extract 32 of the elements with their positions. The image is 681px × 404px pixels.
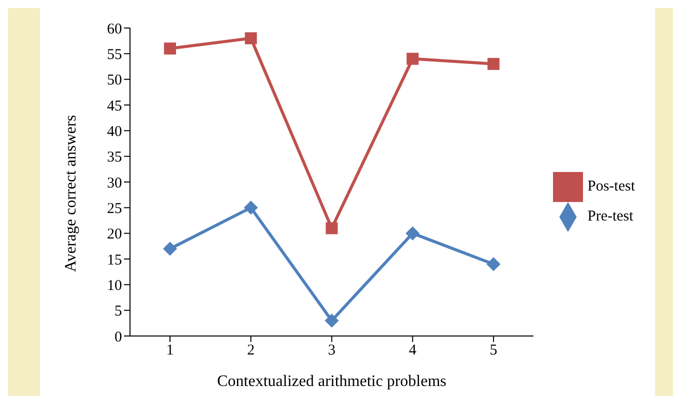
x-tick-label: 1: [166, 342, 174, 359]
x-tick-label: 5: [490, 342, 498, 359]
x-axis-title: Contextualized arithmetic problems: [217, 373, 446, 390]
y-tick-label: 20: [107, 226, 122, 243]
y-tick-label: 30: [107, 175, 122, 192]
y-tick-label: 45: [107, 98, 122, 114]
y-tick-label: 5: [114, 304, 122, 320]
point: [244, 32, 257, 44]
y-tick-label: 40: [107, 124, 122, 140]
x-tick-label: 3: [328, 342, 336, 359]
y-tick-label: 15: [107, 252, 122, 268]
y-tick-label: 35: [107, 150, 122, 166]
point: [406, 52, 419, 65]
point: [406, 226, 420, 240]
y-tick-label: 60: [107, 21, 122, 38]
x-tick-label: 2: [247, 342, 255, 359]
legend-label: Pos-test: [587, 178, 635, 194]
point: [324, 314, 339, 328]
y-axis-title: Average correct answers: [62, 115, 80, 272]
point: [487, 58, 500, 70]
y-tick-label: 0: [114, 329, 122, 346]
point: [486, 257, 500, 272]
point: [163, 242, 177, 256]
point: [164, 42, 176, 55]
x-tick-label: 4: [408, 342, 417, 359]
y-tick-label: 10: [107, 278, 122, 294]
point: [244, 200, 258, 215]
y-tick-label: 25: [107, 200, 122, 217]
y-tick-label: 55: [107, 46, 122, 63]
y-tick-label: 50: [107, 72, 122, 89]
point: [326, 222, 338, 234]
legend-label: Pre-test: [587, 208, 634, 224]
